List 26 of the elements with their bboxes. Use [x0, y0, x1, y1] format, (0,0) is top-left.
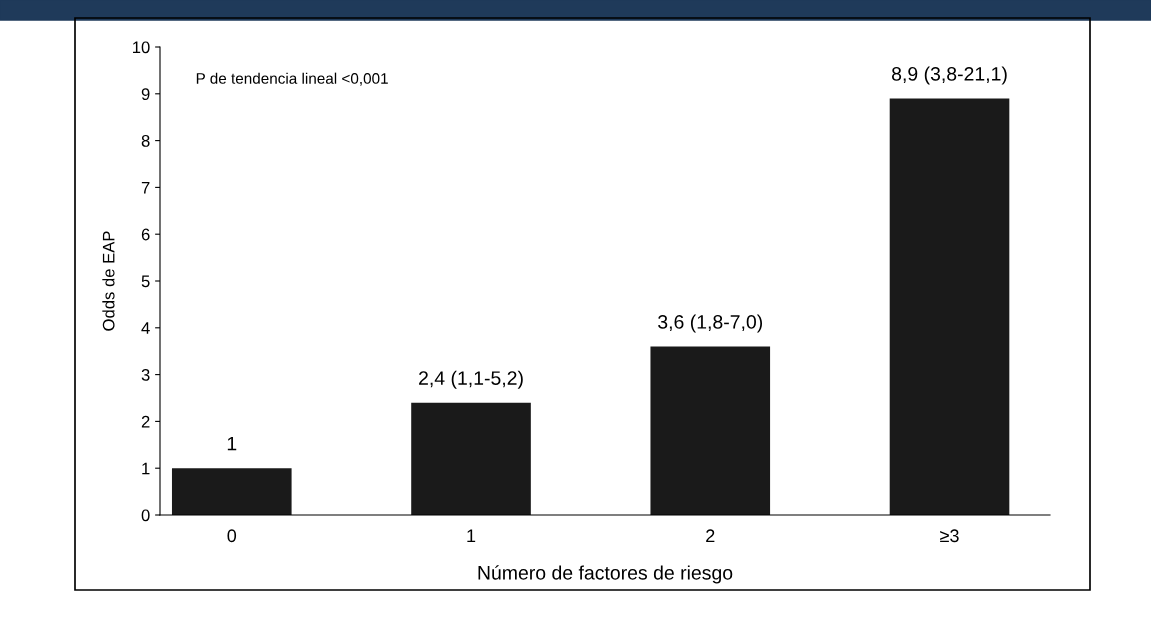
data-label: 2,4 (1,1-5,2): [419, 370, 523, 389]
bar: [889, 98, 1010, 515]
x-tick-label: 0: [227, 529, 237, 543]
x-tick-label: ≥3: [940, 529, 959, 543]
y-tick-label: 1: [142, 462, 150, 475]
y-tick-label: 6: [141, 228, 150, 241]
data-label: 8,9 (3,8-21,1): [892, 66, 1007, 85]
y-tick-label: 10: [133, 41, 150, 54]
bar: [171, 468, 292, 515]
y-tick-label: 5: [141, 275, 150, 288]
y-tick-label: 0: [141, 509, 150, 522]
x-tick-label: 2: [706, 529, 715, 542]
y-tick-label: 9: [141, 88, 150, 100]
data-label: 1: [227, 436, 237, 451]
bar: [650, 346, 771, 515]
x-tick-label: 1: [467, 529, 476, 542]
y-tick-label: 7: [141, 181, 150, 194]
annotation: P de tendencia lineal <0,001: [196, 72, 388, 86]
y-tick-label: 8: [141, 135, 150, 147]
data-label: 3,6 (1,8-7,0): [658, 314, 763, 333]
x-axis-title: Número de factores de riesgo: [478, 565, 733, 584]
y-axis-title: Odds de EAP: [102, 231, 115, 331]
y-tick-label: 4: [141, 322, 150, 334]
y-tick-label: 3: [141, 369, 150, 381]
bar: [411, 402, 531, 515]
y-tick-label: 2: [141, 415, 150, 428]
